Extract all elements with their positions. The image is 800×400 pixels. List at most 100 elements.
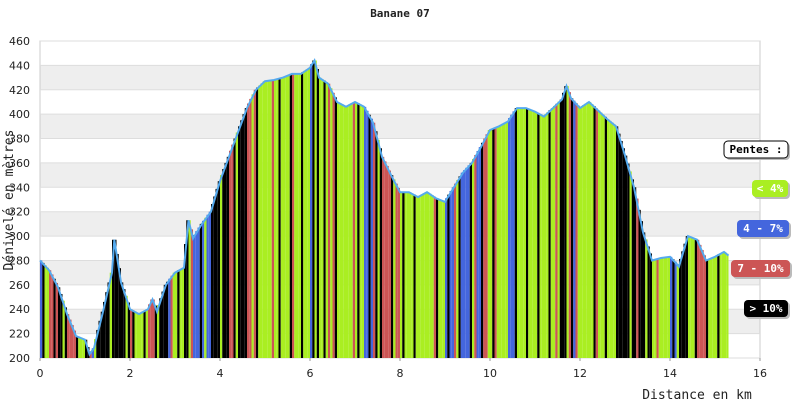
slope-bar — [114, 239, 117, 358]
slope-bar — [663, 257, 666, 358]
slope-bar — [445, 198, 448, 358]
slope-bar — [44, 265, 47, 358]
slope-bar — [481, 142, 484, 358]
slope-bar — [706, 259, 709, 358]
slope-bar — [622, 148, 625, 358]
slope-bar — [193, 234, 196, 358]
slope-bar — [366, 110, 369, 358]
slope-bar — [130, 309, 133, 358]
slope-bar — [69, 319, 72, 358]
legend-swatch — [744, 300, 788, 317]
slope-bar — [613, 124, 616, 359]
slope-bar — [260, 83, 263, 358]
slope-bar — [247, 103, 250, 358]
slope-bar — [544, 114, 547, 359]
slope-bar — [368, 114, 371, 358]
slope-bar — [708, 258, 711, 358]
y-tick-label: 300 — [9, 230, 30, 243]
slope-bar — [645, 239, 648, 358]
slope-bar — [424, 192, 427, 358]
slope-bar — [294, 73, 297, 359]
slope-bar — [463, 170, 466, 358]
slope-bar — [62, 300, 65, 358]
slope-bar — [422, 193, 425, 358]
legend-entry-label: 7 - 10% — [737, 262, 784, 275]
slope-bar — [316, 69, 319, 359]
y-tick-label: 440 — [9, 59, 30, 72]
y-tick-label: 400 — [9, 108, 30, 121]
y-tick-label: 280 — [9, 254, 30, 267]
slope-bar — [712, 256, 715, 358]
slope-bar — [649, 253, 652, 358]
slope-bar — [726, 253, 729, 358]
slope-bar — [127, 302, 130, 358]
y-tick-label: 240 — [9, 303, 30, 316]
slope-bar — [631, 179, 634, 358]
slope-bar — [643, 232, 646, 358]
slope-bar — [384, 161, 387, 358]
slope-bar — [296, 73, 299, 359]
slope-bar — [602, 114, 605, 358]
y-tick-label: 460 — [9, 35, 30, 48]
slope-bar — [125, 295, 128, 358]
slope-bar — [487, 130, 490, 358]
slope-bar — [676, 264, 679, 358]
slope-bar — [334, 97, 337, 359]
slope-bar — [80, 337, 83, 358]
slope-bar — [361, 105, 364, 358]
slope-bar — [697, 239, 700, 358]
slope-bar — [269, 80, 272, 358]
slope-bar — [447, 194, 450, 358]
slope-bar — [501, 123, 504, 359]
slope-bar — [598, 110, 601, 358]
slope-bar — [609, 120, 612, 358]
slope-bar — [409, 192, 412, 358]
slope-bar — [105, 292, 108, 358]
x-tick-label: 6 — [307, 367, 314, 380]
slope-bar — [582, 105, 585, 358]
legend-entry-label: > 10% — [749, 302, 782, 315]
slope-bar — [508, 118, 511, 358]
slope-bar — [442, 201, 445, 358]
slope-bar — [181, 267, 184, 358]
slope-bar — [474, 154, 477, 358]
slope-bar — [49, 270, 52, 358]
slope-bar — [73, 330, 76, 358]
slope-bar — [546, 112, 549, 358]
slope-bar — [586, 101, 589, 358]
slope-bar — [591, 104, 594, 359]
x-axis-label: Distance en km — [642, 388, 752, 400]
slope-bar — [397, 187, 400, 358]
slope-bar — [404, 192, 407, 358]
slope-bar — [305, 69, 308, 359]
slope-bar — [98, 320, 101, 358]
slope-bar — [283, 76, 286, 358]
slope-bar — [620, 140, 623, 358]
slope-bar — [472, 158, 475, 358]
slope-bar — [85, 339, 88, 358]
slope-bar — [557, 101, 560, 358]
slope-bar — [681, 251, 684, 358]
slope-bar — [571, 98, 574, 359]
slope-bar — [199, 223, 202, 358]
slope-bar — [400, 192, 403, 358]
slope-bar — [339, 103, 342, 358]
slope-bar — [528, 108, 531, 359]
x-tick-label: 12 — [573, 367, 587, 380]
slope-bar — [274, 79, 277, 359]
slope-bar — [393, 179, 396, 358]
slope-bar — [175, 271, 178, 358]
slope-bar — [607, 119, 610, 359]
slope-bar — [654, 259, 657, 358]
slope-bar — [172, 272, 175, 358]
slope-bar — [672, 259, 675, 358]
slope-bar — [724, 251, 727, 358]
slope-bar — [211, 204, 214, 358]
slope-bar — [627, 163, 630, 358]
slope-bar — [465, 167, 468, 358]
slope-bar — [451, 187, 454, 358]
slope-bar — [123, 289, 126, 358]
slope-bar — [330, 88, 333, 359]
slope-bar — [562, 92, 565, 358]
slope-bar — [577, 105, 580, 358]
